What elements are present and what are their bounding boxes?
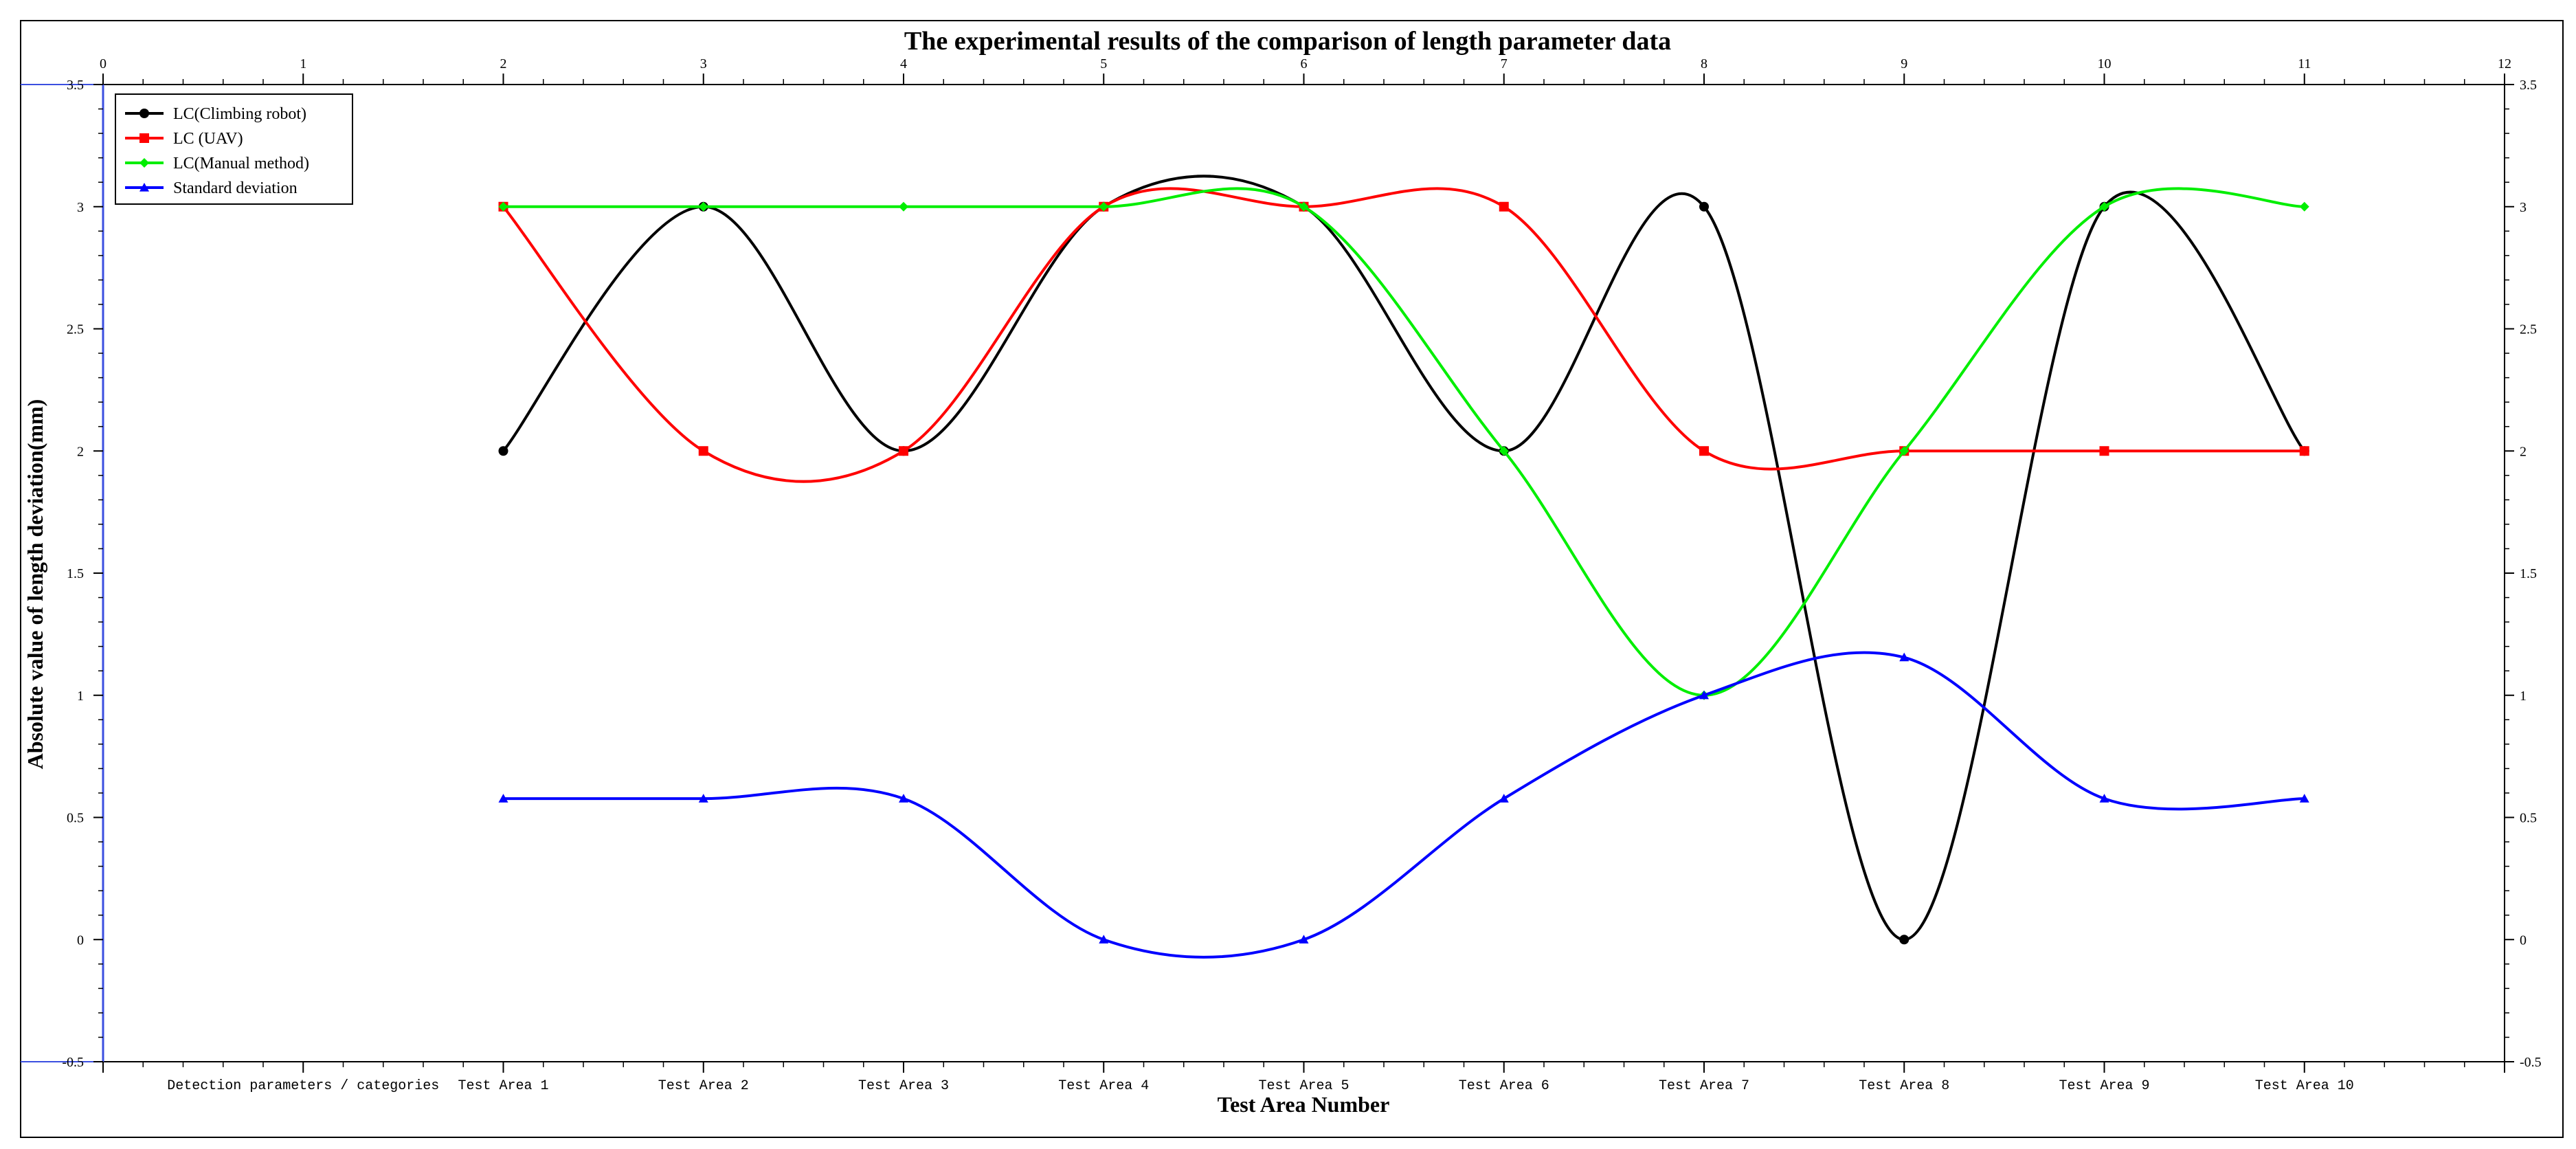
data-point-standard-deviation [1099,935,1109,944]
y-tick-label-right: 2 [2520,444,2527,459]
data-point-standard-deviation [1699,690,1709,700]
legend-marker [139,158,149,168]
data-point-lc-uav [2099,446,2109,456]
data-point-lc-uav [899,446,908,456]
x-tick-label-top: 1 [300,56,306,71]
data-point-lc-manual-method [1099,201,1109,212]
x-tick-label-top: 12 [2498,56,2511,71]
x-tick-label-top: 6 [1301,56,1308,71]
data-point-lc-uav [1499,201,1509,212]
series-line-standard-deviation [503,651,2305,959]
series-line-lc-climbing-robot [502,175,2306,941]
y-tick-label-right: -0.5 [2520,1055,2542,1070]
data-point-standard-deviation [498,794,508,803]
y-tick-label-right: 1.5 [2520,566,2537,581]
data-point-lc-uav [698,446,708,456]
data-point-standard-deviation [2099,794,2109,803]
y-tick-label-left: 1.5 [67,566,84,581]
data-point-standard-deviation [698,794,708,803]
y-tick-label-left: 0.5 [67,811,84,826]
data-point-lc-climbing-robot [1899,935,1909,945]
legend-label: LC(Manual method) [173,155,309,172]
x-category-label: Detection parameters / categories [167,1078,439,1094]
x-tick-label-top: 7 [1501,56,1508,71]
y-tick-label-left: 3.5 [67,78,84,93]
x-tick-label-top: 2 [500,56,507,71]
y-tick-label-left: 3 [77,200,84,215]
y-tick-label-right: 0 [2520,933,2527,948]
x-category-label: Test Area 1 [458,1078,548,1094]
data-point-standard-deviation [1299,935,1309,944]
y-tick-label-left: -0.5 [62,1055,84,1070]
data-point-lc-manual-method [2099,201,2109,212]
y-tick-label-right: 2.5 [2520,322,2537,337]
x-tick-label-top: 5 [1100,56,1107,71]
data-point-lc-uav [1699,446,1709,456]
x-category-label: Test Area 6 [1459,1078,1549,1094]
y-tick-label-left: 2 [77,444,84,459]
data-point-lc-manual-method [899,201,908,212]
legend-label: LC (UAV) [173,130,243,148]
series-line-lc-uav [502,187,2305,483]
data-point-lc-uav [2299,446,2309,456]
x-category-label: Test Area 9 [2059,1078,2149,1094]
data-point-lc-manual-method [1899,446,1909,456]
x-category-label: Test Area 4 [1058,1078,1149,1094]
x-category-label: Test Area 5 [1258,1078,1349,1094]
x-category-label: Test Area 2 [658,1078,749,1094]
data-point-lc-manual-method [498,201,508,212]
data-point-lc-manual-method [1499,446,1509,456]
x-tick-label-top: 8 [1701,56,1707,71]
y-axis-label: Absolute value of length deviation(mm) [23,399,47,770]
figure-frame [20,20,2564,1138]
x-tick-label-top: 0 [100,56,107,71]
data-point-lc-climbing-robot [1699,201,1709,212]
x-tick-label-top: 11 [2298,56,2311,71]
x-axis-label: Test Area Number [1218,1092,1390,1117]
x-category-label: Test Area 10 [2255,1078,2354,1094]
legend-marker [139,183,149,192]
data-point-standard-deviation [1899,652,1909,662]
x-category-label: Test Area 8 [1859,1078,1949,1094]
y-tick-label-right: 0.5 [2520,811,2537,826]
y-tick-label-right: 3 [2520,200,2527,215]
y-tick-label-left: 0 [77,933,84,948]
chart-title: The experimental results of the comparis… [904,27,1671,56]
legend-label: Standard deviation [173,179,298,197]
y-tick-label-left: 1 [77,689,84,704]
data-point-standard-deviation [899,794,908,803]
data-point-lc-manual-method [1299,201,1309,212]
legend-label: LC(Climbing robot) [173,105,306,123]
y-tick-label-right: 1 [2520,689,2527,704]
legend: LC(Climbing robot) LC (UAV) LC(Manual meth… [115,93,353,205]
x-tick-label-top: 9 [1901,56,1907,71]
data-point-standard-deviation [2299,794,2309,803]
y-tick-label-right: 3.5 [2520,78,2537,93]
x-category-label: Test Area 7 [1659,1078,1749,1094]
data-point-lc-manual-method [2299,201,2309,212]
y-tick-label-left: 2.5 [67,322,84,337]
x-category-label: Test Area 3 [858,1078,949,1094]
data-point-lc-manual-method [698,201,708,212]
x-tick-label-top: 3 [700,56,707,71]
legend-marker [139,133,149,143]
x-tick-label-top: 10 [2098,56,2112,71]
legend-marker [139,109,149,118]
data-point-standard-deviation [1499,794,1509,803]
data-point-lc-climbing-robot [498,446,508,456]
x-tick-label-top: 4 [900,56,907,71]
series-line-lc-manual-method [503,187,2305,697]
